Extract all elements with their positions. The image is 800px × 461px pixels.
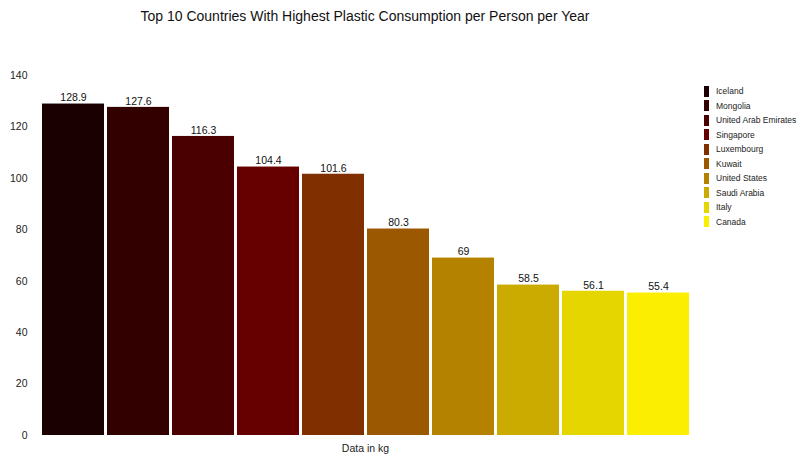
html-text:Singapore: Singapore bbox=[716, 129, 755, 140]
html-text:Saudi Arabia: Saudi Arabia bbox=[716, 187, 765, 198]
html-text:Canada: Canada bbox=[716, 216, 746, 227]
svg-text:80.3: 80.3 bbox=[388, 216, 409, 228]
svg-text:100: 100 bbox=[10, 172, 28, 184]
svg-text:69: 69 bbox=[458, 245, 470, 257]
html-text:United Arab Emirates: United Arab Emirates bbox=[716, 115, 797, 126]
html-text:Luxembourg: Luxembourg bbox=[716, 144, 764, 155]
html-text:Italy: Italy bbox=[716, 202, 732, 213]
svg-text:120: 120 bbox=[10, 120, 28, 132]
svg-text:116.3: 116.3 bbox=[191, 124, 217, 136]
html-text:Mongolia: Mongolia bbox=[716, 100, 751, 111]
html-text:Kuwait: Kuwait bbox=[716, 158, 742, 169]
html-text:United States: United States bbox=[716, 173, 767, 184]
svg-text:128.9: 128.9 bbox=[60, 91, 86, 103]
svg-text:58.5: 58.5 bbox=[518, 272, 539, 284]
svg-text:101.6: 101.6 bbox=[320, 162, 346, 174]
svg-text:20: 20 bbox=[16, 377, 28, 389]
svg-text:55.4: 55.4 bbox=[648, 280, 669, 292]
svg-text:104.4: 104.4 bbox=[255, 154, 281, 166]
svg-text:60: 60 bbox=[16, 275, 28, 287]
html-text:Top 10 Countries With Highest: Top 10 Countries With Highest Plastic Co… bbox=[140, 8, 590, 24]
html-text:Iceland: Iceland bbox=[716, 86, 744, 97]
svg-text:0: 0 bbox=[22, 429, 28, 441]
svg-text:56.1: 56.1 bbox=[583, 279, 604, 291]
svg-text:140: 140 bbox=[10, 69, 28, 81]
svg-text:80: 80 bbox=[16, 223, 28, 235]
svg-text:40: 40 bbox=[16, 326, 28, 338]
svg-text:Data in kg: Data in kg bbox=[342, 442, 389, 454]
svg-text:127.6: 127.6 bbox=[125, 95, 151, 107]
